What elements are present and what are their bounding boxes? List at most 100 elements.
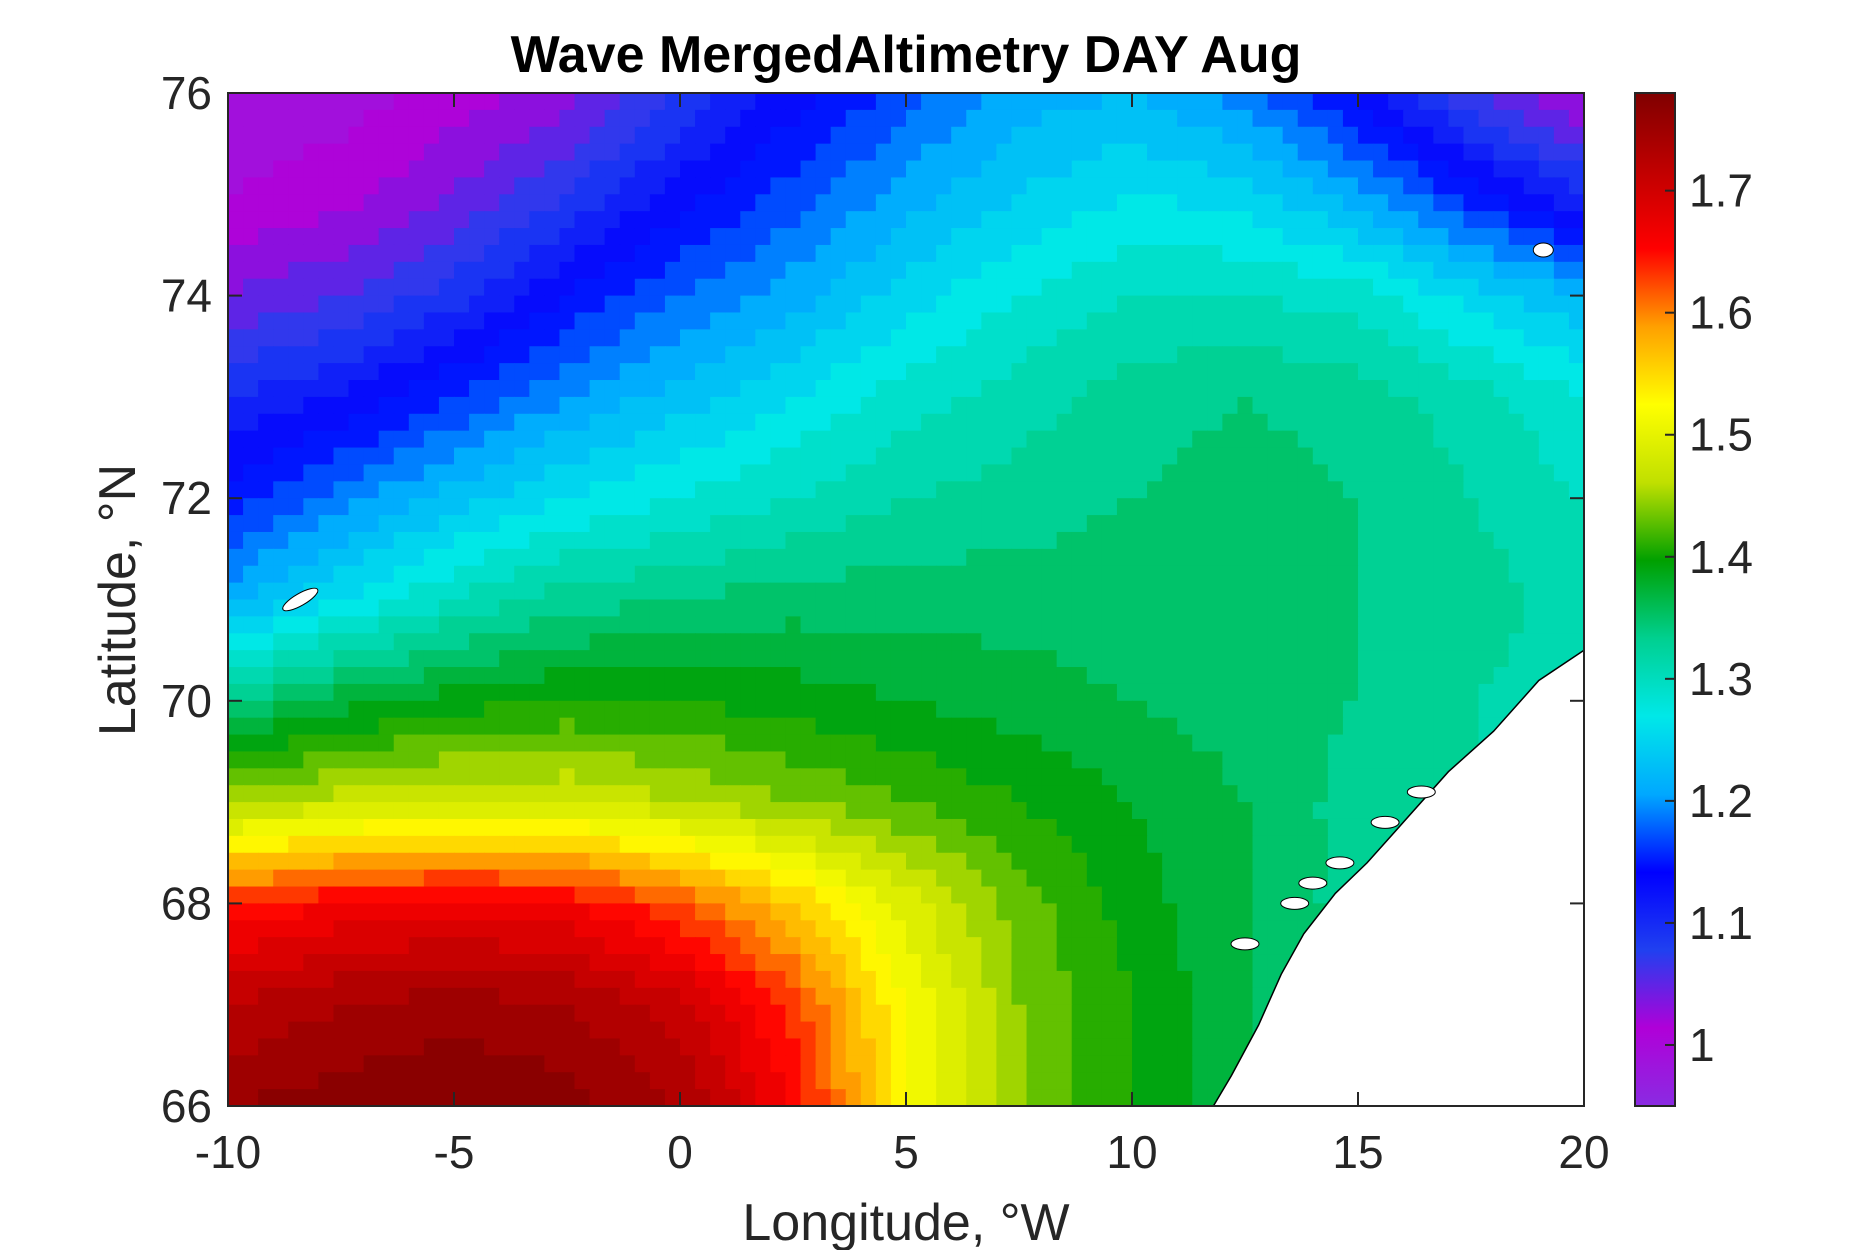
contour-cell: [589, 667, 606, 685]
contour-cell: [1071, 194, 1088, 212]
contour-cell: [544, 1004, 561, 1023]
contour-cell: [303, 244, 319, 263]
contour-cell: [228, 295, 244, 314]
contour-cell: [1177, 1038, 1193, 1056]
contour-cell: [785, 194, 802, 212]
contour-cell: [921, 1038, 937, 1056]
contour-cell: [1071, 717, 1088, 736]
contour-cell: [619, 447, 636, 466]
contour-cell: [1071, 126, 1088, 145]
contour-cell: [303, 785, 319, 803]
contour-cell: [423, 1021, 440, 1040]
contour-cell: [1282, 363, 1299, 381]
contour-cell: [1192, 1038, 1208, 1056]
contour-cell: [845, 430, 862, 449]
contour-cell: [288, 109, 304, 128]
contour-cell: [454, 785, 470, 803]
contour-cell: [273, 633, 289, 651]
contour-cell: [1523, 481, 1540, 499]
contour-cell: [921, 717, 937, 736]
contour-cell: [1553, 413, 1570, 432]
contour-cell: [1056, 818, 1073, 837]
contour-cell: [438, 160, 455, 179]
contour-cell: [815, 734, 832, 753]
contour-cell: [890, 802, 907, 820]
contour-cell: [1373, 312, 1389, 330]
contour-cell: [815, 987, 832, 1006]
contour-cell: [438, 447, 455, 466]
contour-cell: [1523, 582, 1540, 601]
contour-cell: [303, 363, 319, 381]
contour-cell: [273, 1021, 289, 1040]
contour-cell: [1463, 109, 1480, 128]
contour-cell: [1132, 548, 1148, 567]
contour-cell: [1267, 683, 1284, 702]
contour-cell: [529, 329, 545, 347]
contour-cell: [484, 329, 500, 347]
contour-cell: [1192, 481, 1208, 499]
contour-cell: [604, 970, 621, 989]
contour-cell: [1207, 667, 1223, 685]
contour-cell: [936, 633, 952, 651]
contour-cell: [1177, 954, 1193, 972]
contour-cell: [348, 548, 365, 567]
contour-cell: [951, 920, 967, 938]
contour-cell: [1177, 363, 1193, 381]
contour-cell: [1116, 1004, 1133, 1023]
contour-cell: [830, 835, 847, 854]
contour-cell: [574, 109, 591, 128]
contour-cell: [1267, 396, 1284, 415]
contour-cell: [1327, 177, 1344, 195]
contour-cell: [680, 380, 696, 398]
contour-cell: [243, 599, 259, 617]
contour-cell: [921, 363, 937, 381]
contour-cell: [725, 194, 741, 212]
contour-cell: [1026, 413, 1043, 432]
contour-cell: [725, 565, 741, 584]
contour-cell: [1162, 920, 1178, 938]
contour-cell: [303, 295, 319, 314]
contour-cell: [1011, 886, 1028, 904]
contour-cell: [1297, 818, 1314, 837]
contour-cell: [1433, 380, 1449, 398]
contour-cell: [1538, 312, 1555, 330]
contour-cell: [1026, 109, 1043, 128]
contour-cell: [830, 380, 847, 398]
contour-cell: [273, 667, 289, 685]
contour-cell: [574, 261, 591, 280]
contour-cell: [559, 396, 576, 415]
contour-cell: [1493, 177, 1510, 195]
contour-cell: [1207, 244, 1223, 263]
contour-cell: [634, 312, 651, 330]
contour-cell: [1071, 650, 1088, 668]
contour-cell: [1101, 211, 1118, 229]
contour-cell: [906, 312, 922, 330]
contour-cell: [423, 329, 440, 347]
contour-cell: [1132, 531, 1148, 550]
contour-cell: [258, 700, 274, 719]
contour-cell: [258, 143, 274, 162]
contour-cell: [514, 126, 530, 145]
contour-cell: [1403, 633, 1419, 651]
contour-cell: [1192, 413, 1208, 432]
contour-cell: [333, 1004, 350, 1023]
contour-cell: [514, 920, 530, 938]
contour-cell: [1162, 599, 1178, 617]
contour-cell: [1478, 143, 1495, 162]
contour-cell: [243, 498, 259, 516]
contour-cell: [318, 616, 335, 634]
contour-cell: [393, 126, 410, 145]
contour-cell: [423, 346, 440, 364]
contour-cell: [1207, 413, 1223, 432]
contour-cell: [649, 1021, 666, 1040]
contour-cell: [318, 886, 335, 904]
contour-cell: [604, 481, 621, 499]
contour-cell: [725, 295, 741, 314]
contour-cell: [378, 937, 395, 955]
contour-cell: [740, 1004, 756, 1023]
contour-cell: [1071, 734, 1088, 753]
contour-cell: [243, 93, 259, 111]
contour-cell: [363, 683, 380, 702]
contour-cell: [680, 852, 696, 871]
contour-cell: [649, 363, 666, 381]
